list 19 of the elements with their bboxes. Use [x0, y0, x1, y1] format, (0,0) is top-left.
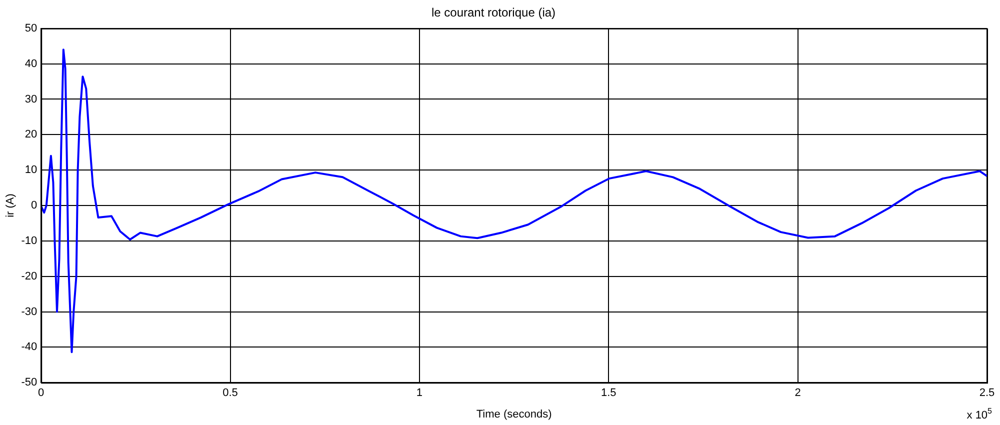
y-tick-label: 20	[24, 128, 38, 141]
y-tick-label: -20	[21, 270, 38, 282]
y-tick-label: 30	[24, 93, 38, 106]
y-tick-label: -40	[21, 341, 38, 354]
y-tick-label: 0	[30, 200, 38, 212]
chart-title: le courant rotorique (ia)	[431, 6, 556, 20]
x-axis-title: Time (seconds)	[476, 408, 552, 420]
y-tick-label: 40	[24, 58, 38, 70]
x-tick-label: 1.5	[600, 387, 616, 400]
y-tick-label: -10	[21, 234, 38, 247]
y-tick-label: -50	[21, 376, 38, 389]
y-tick-label: -30	[21, 306, 38, 318]
y-tick-label: 10	[24, 164, 38, 176]
y-tick-label: 50	[24, 22, 38, 34]
y-axis-title: ir (A)	[4, 194, 17, 218]
x-tick-label: 2	[794, 387, 801, 400]
x-tick-label: 2.5	[979, 387, 995, 400]
x-tick-label: 0.5	[222, 387, 238, 400]
x-tick-label: 1	[416, 387, 423, 400]
